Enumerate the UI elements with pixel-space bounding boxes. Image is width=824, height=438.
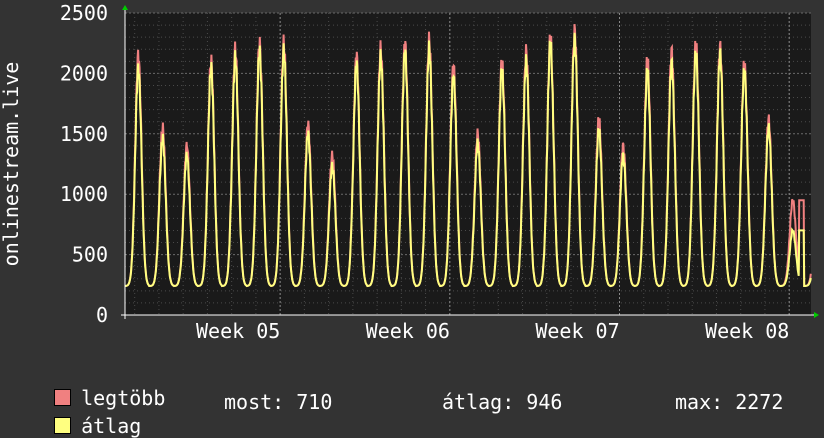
legend-swatch-max (54, 389, 72, 406)
y-tick-label: 2500 (60, 1, 108, 25)
x-tick-label: Week 07 (535, 319, 619, 343)
axes (121, 5, 819, 319)
legend-swatch-avg (54, 417, 72, 434)
y-tick-label: 1500 (60, 122, 108, 146)
x-axis-arrow-icon (814, 312, 819, 318)
y-axis-arrow-icon (122, 5, 128, 10)
stat-avg: átlag: 946 (442, 390, 563, 414)
legend-label-max: legtöbb (81, 386, 166, 410)
legend-item-avg: átlag (30, 390, 141, 438)
x-axis-ticks: Week 05 Week 06 Week 07 Week 08 (196, 13, 790, 343)
y-axis-ticks: 0 500 1000 1500 2000 2500 (60, 1, 108, 327)
stat-now: most: 710 (224, 390, 333, 414)
y-tick-label: 500 (72, 243, 108, 267)
x-tick-label: Week 05 (196, 319, 280, 343)
x-tick-label: Week 06 (366, 319, 450, 343)
legend-item-max: legtöbb (30, 362, 165, 410)
y-tick-label: 2000 (60, 61, 108, 85)
stat-max: max: 2272 (675, 390, 784, 414)
series-line-atlag (125, 32, 812, 288)
y-tick-label: 0 (96, 303, 108, 327)
y-axis-label: onlinestream.live (0, 62, 23, 267)
legend-label-avg: átlag (81, 414, 142, 438)
y-tick-label: 1000 (60, 182, 108, 206)
x-tick-label: Week 08 (705, 319, 789, 343)
